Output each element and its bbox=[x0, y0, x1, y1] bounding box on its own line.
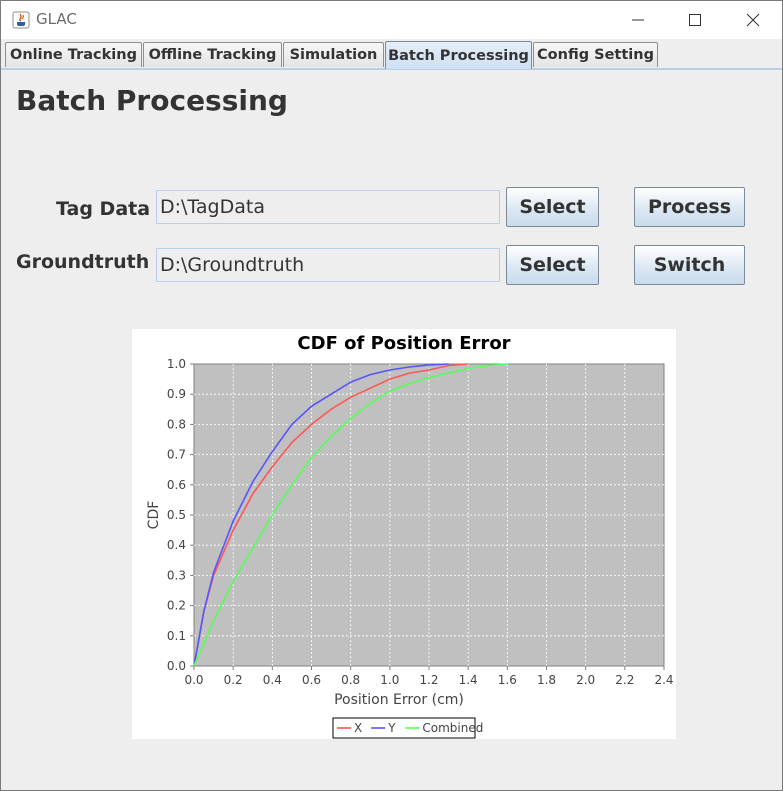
legend-label-combined: Combined bbox=[422, 721, 483, 735]
y-tick-label: 0.4 bbox=[167, 538, 186, 552]
tab-label: Config Setting bbox=[537, 47, 654, 63]
x-tick-label: 1.4 bbox=[459, 673, 478, 687]
tab-simulation[interactable]: Simulation bbox=[283, 42, 384, 67]
x-tick-label: 1.8 bbox=[537, 673, 556, 687]
y-tick-label: 0.8 bbox=[167, 417, 186, 431]
y-tick-label: 0.7 bbox=[167, 448, 186, 462]
series-line-combined bbox=[193, 363, 508, 667]
tab-underline bbox=[1, 68, 782, 70]
tab-label: Simulation bbox=[289, 47, 378, 63]
x-tick-label: 1.0 bbox=[380, 673, 399, 687]
process-button[interactable]: Process bbox=[634, 187, 745, 227]
minimize-button[interactable] bbox=[615, 1, 661, 39]
groundtruth-label: Groundtruth bbox=[16, 251, 150, 273]
tab-offline-tracking[interactable]: Offline Tracking bbox=[143, 42, 282, 67]
tab-batch-processing[interactable]: Batch Processing bbox=[385, 41, 532, 69]
close-button[interactable] bbox=[730, 1, 776, 39]
tab-label: Batch Processing bbox=[388, 47, 529, 64]
x-tick-label: 0.6 bbox=[302, 673, 321, 687]
y-axis-label: CDF bbox=[146, 501, 162, 530]
x-tick-label: 2.0 bbox=[576, 673, 595, 687]
cdf-chart: CDF of Position Error 0.0 0.2 0.4 0.6 0.8 1.0 1… bbox=[146, 333, 674, 739]
page-title: Batch Processing bbox=[16, 84, 288, 117]
legend-label-x: X bbox=[354, 721, 362, 735]
tab-label: Offline Tracking bbox=[148, 47, 277, 63]
groundtruth-select-button[interactable]: Select bbox=[506, 245, 599, 285]
cdf-chart-panel: CDF of Position Error 0.0 0.2 0.4 0.6 0.8 1.0 1… bbox=[132, 329, 676, 739]
x-axis-label: Position Error (cm) bbox=[334, 692, 464, 708]
x-tick-label: 1.2 bbox=[419, 673, 438, 687]
x-tick-label: 0.4 bbox=[263, 673, 282, 687]
tag-data-field[interactable]: D:\TagData bbox=[156, 190, 500, 224]
tab-label: Online Tracking bbox=[10, 47, 137, 63]
maximize-button[interactable] bbox=[672, 1, 718, 39]
tab-config-setting[interactable]: Config Setting bbox=[533, 42, 658, 67]
y-tick-label: 0.2 bbox=[167, 599, 186, 613]
x-tick-label: 0.2 bbox=[224, 673, 243, 687]
legend-label-y: Y bbox=[387, 721, 396, 735]
y-tick-label: 0.9 bbox=[167, 387, 186, 401]
tag-data-label: Tag Data bbox=[56, 198, 151, 220]
x-tick-label: 2.2 bbox=[615, 673, 634, 687]
close-icon bbox=[746, 13, 760, 27]
y-tick-label: 0.0 bbox=[167, 659, 186, 673]
x-tick-label: 2.4 bbox=[654, 673, 673, 687]
y-tick-label: 0.1 bbox=[167, 629, 186, 643]
title-bar[interactable]: GLAC bbox=[1, 1, 782, 39]
tab-online-tracking[interactable]: Online Tracking bbox=[5, 42, 142, 67]
groundtruth-field[interactable]: D:\Groundtruth bbox=[156, 248, 500, 282]
x-tick-label: 0.0 bbox=[184, 673, 203, 687]
series-line-y bbox=[193, 363, 449, 667]
y-tick-label: 0.6 bbox=[167, 478, 186, 492]
y-tick-label: 1.0 bbox=[167, 357, 186, 371]
series-line-x bbox=[193, 363, 469, 667]
legend-box bbox=[332, 717, 476, 739]
minimize-icon bbox=[632, 19, 644, 21]
switch-button[interactable]: Switch bbox=[634, 245, 745, 285]
x-tick-label: 0.8 bbox=[341, 673, 360, 687]
maximize-icon bbox=[689, 14, 701, 26]
x-tick-label: 1.6 bbox=[498, 673, 517, 687]
y-tick-label: 0.3 bbox=[167, 568, 186, 582]
java-icon bbox=[12, 11, 30, 29]
y-tick-label: 0.5 bbox=[167, 508, 186, 522]
window-title: GLAC bbox=[36, 10, 77, 28]
tag-select-button[interactable]: Select bbox=[506, 187, 599, 227]
chart-title: CDF of Position Error bbox=[297, 333, 510, 354]
